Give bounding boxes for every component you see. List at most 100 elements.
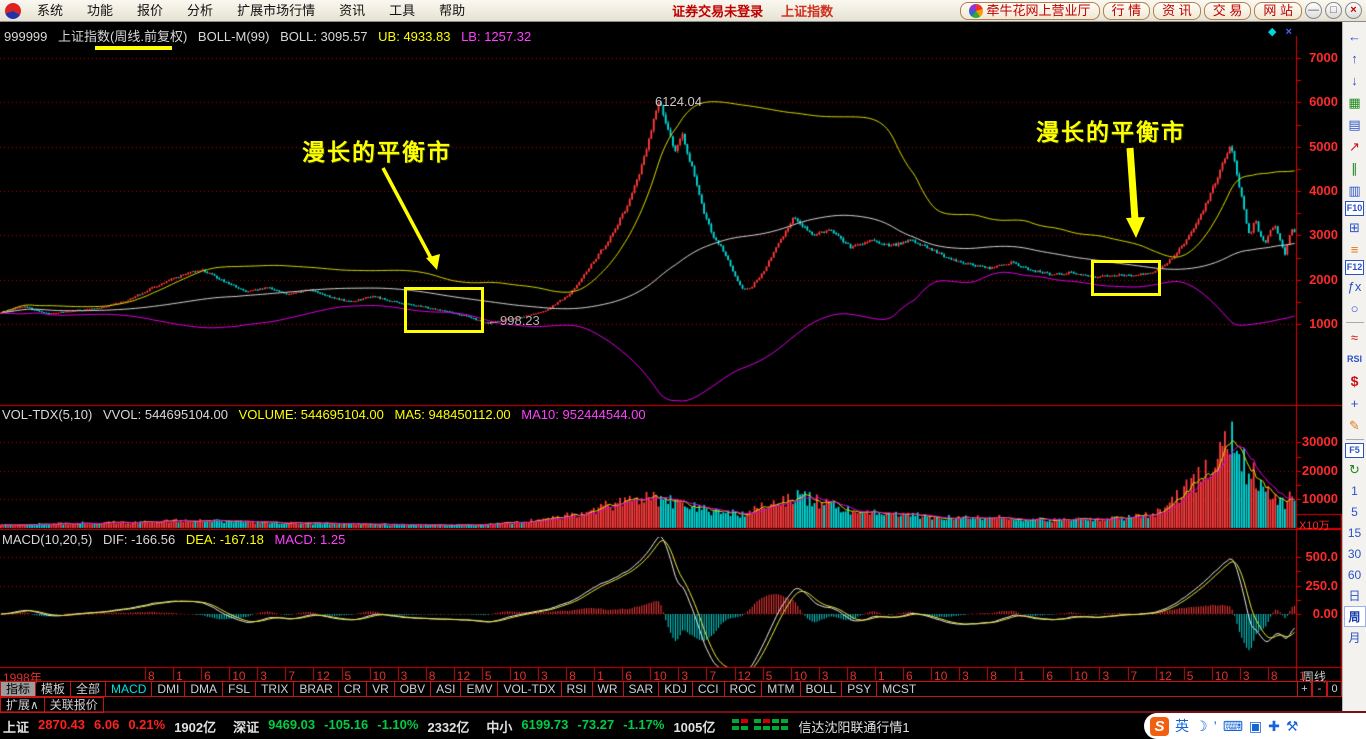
pane-mark-icon[interactable]: ◆	[1268, 26, 1277, 38]
tab-OBV[interactable]: OBV	[393, 681, 431, 697]
report-icon[interactable]: ▦	[1348, 94, 1361, 110]
trend-chart-icon[interactable]: ↗	[1349, 138, 1360, 154]
app-logo-icon	[5, 2, 21, 19]
period-button-5[interactable]: 5	[1351, 504, 1358, 519]
keyboard-icon[interactable]: ⌨	[1222, 718, 1243, 734]
period-button-1[interactable]: 1	[1351, 483, 1358, 498]
nav-button[interactable]: 交 易	[1203, 1, 1252, 20]
formula-icon[interactable]: ƒx	[1347, 278, 1362, 294]
ime-toolbar: S 英 ☽ ’ ⌨ ▣ ✚ ⚒	[1144, 713, 1366, 739]
tab-PSY[interactable]: PSY	[841, 681, 877, 697]
macd-pane-header: MACD(10,20,5) DIF: -166.56 DEA: -167.18 …	[2, 532, 352, 547]
period-button-周[interactable]: 周	[1343, 606, 1366, 627]
tab-DMI[interactable]: DMI	[151, 681, 185, 697]
tab-EMV[interactable]: EMV	[460, 681, 498, 697]
timeline-month-label: 3	[400, 669, 408, 683]
menu-item[interactable]: 工具	[389, 2, 416, 18]
tab-关联报价[interactable]: 关联报价	[43, 697, 104, 713]
sogou-logo-icon[interactable]: S	[1150, 716, 1169, 736]
tab-TRIX[interactable]: TRIX	[255, 681, 294, 697]
market-blocks-icon	[732, 718, 790, 735]
tab-BOLL[interactable]: BOLL	[799, 681, 842, 697]
skin-icon[interactable]: ✚	[1268, 718, 1280, 734]
menu-item[interactable]: 功能	[87, 2, 114, 18]
quote-table-icon[interactable]: ▤	[1348, 116, 1361, 132]
doc-icon[interactable]: ≡	[1350, 241, 1359, 257]
kline-chart-icon[interactable]: ∥	[1351, 160, 1358, 176]
tab-ROC[interactable]: ROC	[723, 681, 762, 697]
tree-icon[interactable]: ⊞	[1349, 219, 1360, 235]
status-value: 9469.03	[268, 716, 316, 732]
nav-button[interactable]: 网 站	[1254, 1, 1302, 20]
status-value: 1902亿	[174, 719, 217, 735]
tab-KDJ[interactable]: KDJ	[658, 681, 692, 697]
menu-item[interactable]: 系统	[37, 2, 64, 18]
tab-VOL-TDX[interactable]: VOL-TDX	[497, 681, 561, 697]
refresh-icon[interactable]: ↻	[1349, 461, 1360, 477]
chart-canvas[interactable]	[0, 22, 1342, 682]
menu-item[interactable]: 报价	[137, 2, 164, 18]
tab-VR[interactable]: VR	[366, 681, 394, 697]
tab-指标[interactable]: 指标	[0, 681, 36, 697]
move-icon[interactable]: +	[1350, 395, 1359, 411]
tab-扩展∧[interactable]: 扩展∧	[0, 697, 44, 713]
apostrophe-icon[interactable]: ’	[1213, 718, 1217, 734]
minimize-button[interactable]: —	[1305, 2, 1322, 19]
pane-close-icon[interactable]: ×	[1285, 26, 1292, 38]
f5-icon[interactable]: F5	[1345, 443, 1364, 458]
f10-icon[interactable]: F10	[1345, 201, 1364, 216]
nav-button[interactable]: 行 情	[1102, 1, 1151, 20]
wave-icon[interactable]: ≈	[1350, 329, 1359, 345]
macd-indicator-name: MACD(10,20,5)	[2, 532, 93, 547]
menu-item[interactable]: 帮助	[439, 2, 466, 18]
tab-ASI[interactable]: ASI	[430, 681, 461, 697]
tab-模板[interactable]: 模板	[35, 681, 71, 697]
tab-DMA[interactable]: DMA	[184, 681, 223, 697]
clipboard-icon[interactable]: ▣	[1248, 718, 1263, 734]
wrench-icon[interactable]: ⚒	[1285, 718, 1299, 734]
tab-MTM[interactable]: MTM	[761, 681, 800, 697]
period-button-月[interactable]: 月	[1348, 631, 1361, 645]
tab-MACD[interactable]: MACD	[105, 681, 152, 697]
pane-controls[interactable]: ◆ ×	[1268, 25, 1292, 38]
tab-control-+[interactable]: +	[1297, 681, 1312, 697]
pages-icon[interactable]: ▥	[1348, 182, 1361, 198]
tab-control-0[interactable]: 0	[1327, 681, 1342, 697]
tab-FSL[interactable]: FSL	[222, 681, 256, 697]
pencil-icon[interactable]: ✎	[1349, 417, 1360, 433]
circle-icon[interactable]: ○	[1350, 300, 1359, 316]
tab-RSI[interactable]: RSI	[560, 681, 592, 697]
tab-control--[interactable]: -	[1312, 681, 1327, 697]
close-button[interactable]: ×	[1345, 2, 1362, 19]
status-value: 1005亿	[673, 719, 716, 735]
dollar-icon[interactable]: $	[1350, 373, 1359, 389]
moon-icon[interactable]: ☽	[1195, 718, 1208, 734]
menu-item[interactable]: 资讯	[339, 2, 366, 18]
menu-item[interactable]: 扩展市场行情	[237, 2, 316, 18]
period-button-30[interactable]: 30	[1347, 546, 1362, 561]
index-name-link[interactable]: 上证指数	[781, 4, 834, 19]
tab-SAR[interactable]: SAR	[622, 681, 659, 697]
nav-button[interactable]: 资 讯	[1153, 1, 1201, 20]
period-button-15[interactable]: 15	[1347, 525, 1362, 540]
timeline-month-label: 7	[288, 669, 296, 683]
tab-CR[interactable]: CR	[337, 681, 367, 697]
period-button-60[interactable]: 60	[1347, 567, 1362, 582]
down-arrow-icon[interactable]: ↓	[1351, 72, 1358, 88]
rsi-icon[interactable]: RSI	[1346, 353, 1362, 364]
tab-CCI[interactable]: CCI	[691, 681, 724, 697]
tab-WR[interactable]: WR	[591, 681, 623, 697]
timeline-month-label: 1	[176, 669, 183, 683]
f12-icon[interactable]: F12	[1345, 260, 1364, 275]
restore-button[interactable]: □	[1325, 2, 1342, 19]
menu-item[interactable]: 分析	[187, 2, 214, 18]
stock-code: 999999	[4, 29, 48, 44]
up-arrow-icon[interactable]: ↑	[1351, 50, 1358, 66]
back-arrow-icon[interactable]: ←	[1348, 28, 1361, 44]
period-button-日[interactable]: 日	[1348, 589, 1361, 603]
tab-全部[interactable]: 全部	[70, 681, 106, 697]
tab-BRAR[interactable]: BRAR	[293, 681, 338, 697]
tab-MCST[interactable]: MCST	[876, 681, 922, 697]
english-mode-icon[interactable]: 英	[1175, 718, 1189, 734]
portal-button[interactable]: 牵牛花网上营业厅	[960, 1, 1100, 20]
